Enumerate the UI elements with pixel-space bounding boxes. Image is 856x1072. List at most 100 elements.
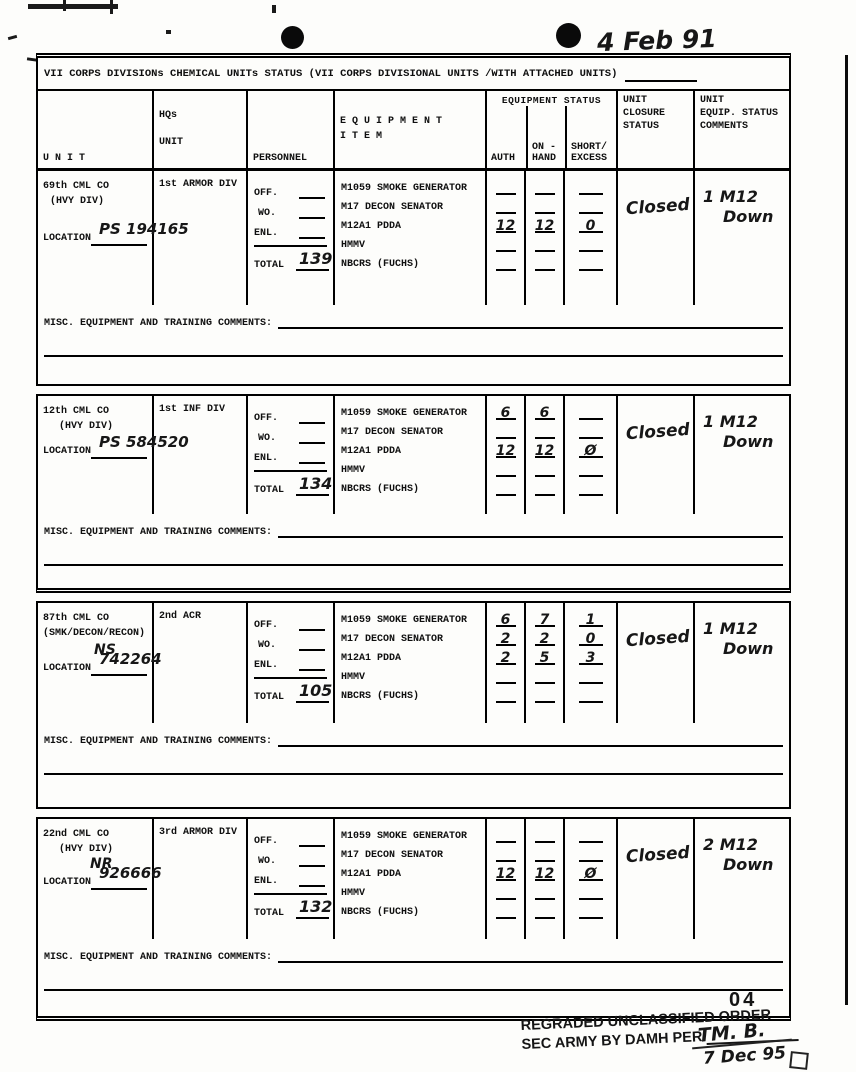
unit-cell: 12th CML CO (HVY DIV) LOCATION PS 584520: [38, 396, 189, 514]
col-header-unit-closure: UNIT CLOSURE STATUS: [618, 91, 695, 168]
on-hand-column: 12: [526, 171, 565, 305]
handwritten-total: 139: [299, 249, 333, 268]
handwritten-location: 742264: [99, 650, 162, 668]
on-hand-column: 12: [526, 819, 565, 939]
hqs-cell: 2nd ACR: [154, 603, 248, 723]
personnel-cell: OFF. WO. ENL. TOTAL 134: [248, 396, 335, 514]
unit-cell: 87th CML CO (SMK/DECON/RECON) NS LOCATIO…: [38, 603, 162, 723]
scan-edge-mark: [272, 5, 276, 13]
table-header-row: U N I T HQs UNIT PERSONNEL E Q U I P M E…: [38, 91, 789, 171]
page-number-mark: 04: [729, 989, 758, 1011]
auth-column: 12: [487, 819, 526, 939]
unit-cell: 22nd CML CO (HVY DIV) NR LOCATION 926666: [38, 819, 162, 939]
unit-status-block-87th: 87th CML CO (SMK/DECON/RECON) NS LOCATIO…: [36, 601, 791, 809]
unit-type: (HVY DIV): [59, 844, 114, 855]
equipment-items-cell: M1059 SMOKE GENERATOR M17 DECON SENATOR …: [335, 171, 487, 305]
location-line: LOCATION PS 194165: [43, 222, 189, 246]
handwritten-comment: 1 M12: [703, 619, 758, 638]
misc-comments-section: MISC. EQUIPMENT AND TRAINING COMMENTS:: [38, 939, 789, 991]
on-hand-column: 6 12: [526, 396, 565, 514]
unit-name: 87th CML CO: [43, 613, 110, 624]
location-line: LOCATION PS 584520: [43, 435, 189, 459]
misc-comments-section: MISC. EQUIPMENT AND TRAINING COMMENTS:: [38, 723, 789, 775]
col-header-auth: AUTH: [491, 153, 516, 164]
misc-label: MISC. EQUIPMENT AND TRAINING COMMENTS:: [44, 527, 273, 538]
equipment-items-cell: M1059 SMOKE GENERATOR M17 DECON SENATOR …: [335, 603, 487, 723]
handwritten-total: 134: [299, 474, 333, 493]
form-title-row: VII CORPS DIVISIONs CHEMICAL UNITs STATU…: [38, 58, 789, 91]
handwritten-location: 926666: [99, 864, 162, 882]
unit-data-row: 87th CML CO (SMK/DECON/RECON) NS LOCATIO…: [38, 603, 789, 723]
unit-status-block-22nd: 22nd CML CO (HVY DIV) NR LOCATION 926666…: [36, 817, 791, 1021]
title-blank-line: [625, 66, 698, 82]
scan-speck: [7, 34, 18, 41]
comments-cell: 1 M12 Down: [695, 603, 789, 723]
handwritten-comment: Down: [723, 432, 774, 451]
closure-status-cell: Closed: [618, 603, 695, 723]
col-header-equipment-item: E Q U I P M E N T I T E M: [335, 91, 487, 168]
personnel-cell: OFF. WO. ENL. TOTAL 132: [248, 819, 335, 939]
hqs-cell: 1st ARMOR DIV: [154, 171, 248, 305]
unit-name: 22nd CML CO: [43, 829, 110, 840]
misc-blank-line2: [44, 355, 783, 357]
comments-cell: 1 M12 Down: [695, 171, 789, 305]
unit-name: 69th CML CO: [43, 181, 110, 192]
handwritten-note: NS: [94, 642, 116, 658]
hole-punch-mark: [556, 23, 581, 48]
col-header-personnel: PERSONNEL: [248, 91, 335, 168]
handwritten-comment: 1 M12: [703, 187, 758, 206]
unit-status-block-12th: 12th CML CO (HVY DIV) LOCATION PS 584520…: [36, 394, 791, 593]
misc-blank-line2: [44, 564, 783, 566]
unit-data-row: 69th CML CO (HVY DIV) LOCATION PS 194165…: [38, 171, 789, 305]
handwritten-location: PS 194165: [99, 220, 189, 238]
scan-right-edge: [845, 55, 848, 1005]
misc-blank-line2: [44, 773, 783, 775]
closure-status-cell: Closed: [618, 819, 695, 939]
handwritten-closure: Closed: [625, 419, 691, 445]
short-excess-column: Ø: [565, 396, 618, 514]
col-header-equipment-status-group: EQUIPMENT STATUS AUTH ON - HAND SHORT/EXC…: [487, 91, 618, 168]
auth-column: 6 2 2: [487, 603, 526, 723]
scan-edge-mark: [28, 4, 118, 9]
on-hand-column: 7 2 5: [526, 603, 565, 723]
misc-label: MISC. EQUIPMENT AND TRAINING COMMENTS:: [44, 318, 273, 329]
auth-column: 6 12: [487, 396, 526, 514]
unit-name: 12th CML CO: [43, 406, 110, 417]
scan-edge-mark: [110, 0, 113, 14]
unit-type: (SMK/DECON/RECON): [43, 628, 146, 639]
handwritten-total: 105: [299, 681, 333, 700]
handwritten-comment: Down: [723, 855, 774, 874]
handwritten-total: 132: [299, 897, 333, 916]
auth-column: 12: [487, 171, 526, 305]
handwritten-note: NR: [90, 856, 113, 872]
location-line: LOCATION 926666: [43, 866, 162, 890]
hqs-cell: 3rd ARMOR DIV: [154, 819, 248, 939]
location-label: LOCATION: [43, 446, 92, 457]
col-header-short-excess: SHORT/EXCESS: [565, 106, 616, 168]
col-header-unit: U N I T: [38, 91, 154, 168]
comments-cell: 1 M12 Down: [695, 396, 789, 514]
equipment-items-cell: M1059 SMOKE GENERATOR M17 DECON SENATOR …: [335, 396, 487, 514]
comments-cell: 2 M12 Down: [695, 819, 789, 939]
col-header-equip-status-comments: UNIT EQUIP. STATUS COMMENTS: [700, 95, 779, 132]
short-excess-column: Ø: [565, 819, 618, 939]
location-label: LOCATION: [43, 233, 92, 244]
misc-comments-section: MISC. EQUIPMENT AND TRAINING COMMENTS:: [38, 305, 789, 357]
location-label: LOCATION: [43, 877, 92, 888]
short-excess-column: 1 0 3: [565, 603, 618, 723]
handwritten-comment: Down: [723, 207, 774, 226]
personnel-cell: OFF. WO. ENL. TOTAL 139: [248, 171, 335, 305]
misc-label: MISC. EQUIPMENT AND TRAINING COMMENTS:: [44, 736, 273, 747]
closure-status-cell: Closed: [618, 396, 695, 514]
box-doodle: [789, 1051, 809, 1070]
short-excess-column: 0: [565, 171, 618, 305]
hqs-cell: 1st INF DIV: [154, 396, 248, 514]
handwritten-closure: Closed: [625, 626, 691, 652]
col-header-on-hand: ON - HAND: [526, 106, 565, 168]
misc-blank-line: [278, 317, 783, 329]
col-header-hqs: HQs UNIT: [154, 91, 248, 168]
misc-label: MISC. EQUIPMENT AND TRAINING COMMENTS:: [44, 952, 273, 963]
handwritten-comment: 1 M12: [703, 412, 758, 431]
unit-type: (HVY DIV): [50, 196, 105, 207]
unit-status-block-69th: VII CORPS DIVISIONs CHEMICAL UNITs STATU…: [36, 53, 791, 386]
